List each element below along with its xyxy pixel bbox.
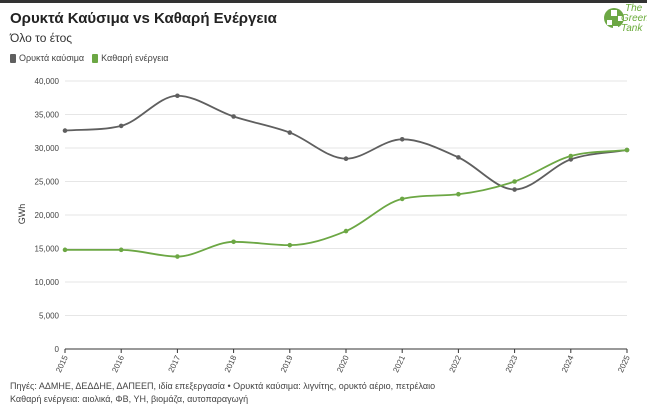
axes: 0 5,000 10,000 15,000 20,000 25,000 30,000 35,0…	[35, 77, 633, 374]
y-tick-label: 20,000	[35, 211, 60, 220]
chart-subtitle: Όλο το έτος	[10, 31, 73, 45]
y-tick-label: 30,000	[35, 144, 60, 153]
data-point-clean[interactable]	[118, 247, 124, 253]
logo-text-line2: Green	[621, 13, 647, 24]
legend-item-clean[interactable]: Καθαρή ενέργεια	[92, 53, 168, 63]
x-tick-label: 2025	[616, 354, 632, 374]
chart-title: Ορυκτά Καύσιμα vs Καθαρή Ενέργεια	[10, 10, 277, 27]
series	[62, 93, 630, 259]
legend-swatch-clean	[92, 53, 99, 63]
x-tick-label: 2021	[391, 354, 407, 374]
x-tick-label: 2022	[448, 354, 464, 374]
data-point-fossil[interactable]	[118, 123, 124, 129]
data-point-clean[interactable]	[624, 147, 630, 153]
y-tick-label: 15,000	[35, 245, 60, 254]
top-bar	[0, 0, 647, 3]
x-tick-label: 2015	[54, 354, 70, 374]
legend-item-fossil[interactable]: Ορυκτά καύσιμα	[10, 53, 84, 63]
y-tick-label: 0	[55, 345, 60, 354]
logo-mark-icon	[604, 8, 624, 31]
data-point-fossil[interactable]	[512, 187, 517, 192]
x-tick-label: 2018	[223, 354, 239, 374]
x-tick-label: 2023	[504, 354, 520, 374]
footer-sources: Πηγές: ΑΔΜΗΕ, ΔΕΔΔΗΕ, ΔΑΠΕΕΠ, ιδία επεξε…	[10, 381, 436, 391]
grid-lines	[65, 80, 627, 316]
data-point-clean[interactable]	[287, 242, 293, 248]
legend-swatch-fossil	[10, 53, 16, 63]
footer-clean-definition: Καθαρή ενέργεια: αιολικά, ΦΒ, ΥΗ, βιομάζ…	[10, 394, 249, 404]
data-point-fossil[interactable]	[399, 136, 405, 142]
data-point-clean[interactable]	[456, 191, 461, 197]
series-line-clean	[65, 149, 628, 258]
legend-label-clean: Καθαρή ενέργεια	[101, 53, 169, 63]
series-line-fossil	[64, 94, 628, 191]
data-point-clean[interactable]	[343, 228, 349, 234]
data-point-clean[interactable]	[231, 239, 236, 245]
y-tick-label: 35,000	[35, 111, 60, 120]
x-tick-label: 2020	[335, 354, 351, 374]
x-tick-label: 2024	[560, 354, 576, 374]
data-point-clean[interactable]	[568, 153, 574, 159]
y-axis-label: GWh	[17, 204, 27, 225]
y-tick-label: 40,000	[35, 77, 60, 86]
logo-text-line3: Tank	[621, 23, 643, 34]
legend-label-fossil: Ορυκτά καύσιμα	[19, 53, 85, 63]
data-point-fossil[interactable]	[62, 128, 68, 133]
data-point-fossil[interactable]	[287, 130, 293, 135]
x-tick-label: 2019	[279, 354, 295, 374]
green-tank-logo: The Green Tank	[601, 2, 647, 42]
data-point-clean[interactable]	[62, 247, 68, 253]
data-point-fossil[interactable]	[456, 155, 461, 160]
y-tick-label: 25,000	[35, 178, 60, 187]
x-tick-label: 2016	[110, 354, 126, 374]
y-tick-label: 10,000	[35, 278, 60, 287]
legend: Ορυκτά καύσιμα Καθαρή ενέργεια	[10, 53, 176, 63]
data-point-fossil[interactable]	[343, 156, 349, 162]
data-point-clean[interactable]	[175, 254, 180, 259]
data-point-fossil[interactable]	[231, 114, 236, 119]
y-tick-label: 5,000	[39, 312, 60, 321]
data-point-clean[interactable]	[399, 196, 405, 202]
data-point-fossil[interactable]	[568, 157, 574, 162]
data-point-fossil[interactable]	[175, 93, 180, 99]
data-point-clean[interactable]	[512, 179, 517, 184]
x-tick-label: 2017	[167, 354, 183, 374]
logo-text-line1: The	[625, 3, 643, 14]
